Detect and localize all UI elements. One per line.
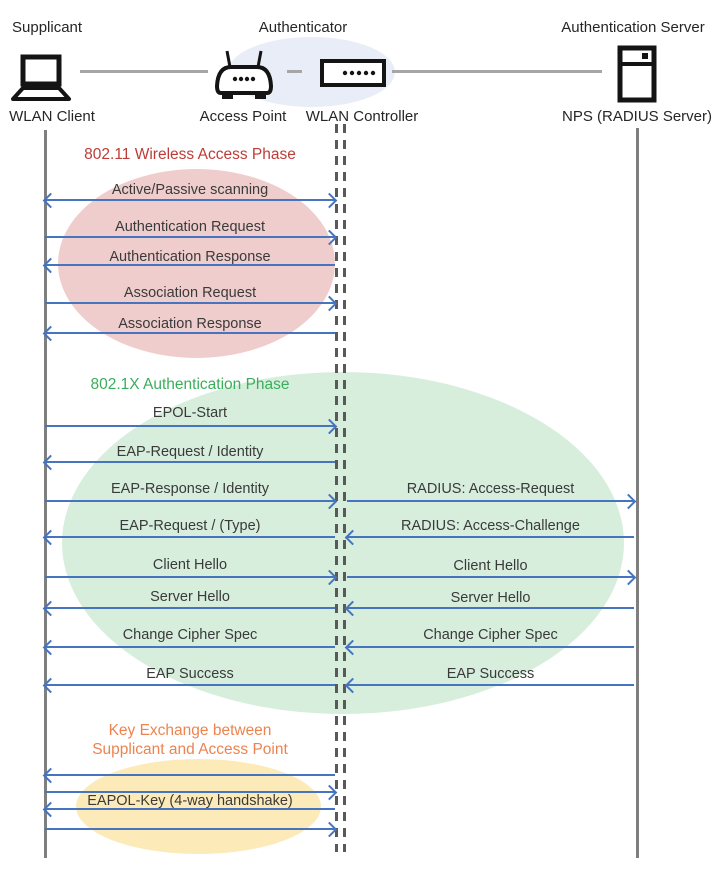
message-arrow-left (45, 607, 335, 609)
wlan-controller-icon (320, 59, 386, 87)
message-label: Client Hello (453, 558, 528, 574)
message-label: RADIUS: Access-Request (406, 481, 575, 497)
message-arrow-left (45, 684, 335, 686)
message-label: Change Cipher Spec (122, 627, 258, 643)
message-label: Authentication Response (109, 249, 271, 265)
phase3-title-line1: Key Exchange between (108, 722, 272, 739)
connector-client-ap (80, 70, 208, 73)
access-point-icon (213, 48, 275, 102)
phase3-title-line2: Supplicant and Access Point (92, 741, 288, 758)
message-arrow-left (45, 808, 335, 810)
lifeline-nps-server (636, 128, 639, 858)
message-label: Authentication Request (115, 219, 265, 235)
message-arrow-left (45, 646, 335, 648)
connector-controller-server (392, 70, 602, 73)
message-label: Association Response (118, 316, 262, 332)
message-label: RADIUS: Access-Challenge (401, 518, 580, 534)
message-label: EAP-Response / Identity (111, 481, 269, 497)
message-arrow-left (45, 774, 335, 776)
device-label-wlan-client: WLAN Client (9, 108, 95, 125)
message-arrow-left (347, 536, 634, 538)
device-label-access-point: Access Point (199, 108, 287, 125)
role-authenticator: Authenticator (258, 19, 348, 36)
device-label-nps-radius-server: NPS (RADIUS Server) (561, 108, 713, 125)
phase3-title: Key Exchange between Supplicant and Acce… (45, 721, 335, 759)
message-label: Change Cipher Spec (423, 627, 558, 643)
message-label: Server Hello (150, 589, 230, 605)
message-arrow-left (45, 461, 335, 463)
message-arrow-right (347, 500, 634, 502)
message-arrow-both (45, 199, 335, 201)
message-arrow-right (45, 576, 335, 578)
device-label-wlan-controller: WLAN Controller (305, 108, 419, 125)
message-arrow-right (45, 302, 335, 304)
message-arrow-right (45, 791, 335, 793)
message-arrow-left (347, 646, 634, 648)
role-supplicant: Supplicant (12, 19, 83, 36)
lifeline-wlan-controller-dashed-2 (343, 124, 346, 852)
message-arrow-left (45, 536, 335, 538)
phase2-title: 802.1X Authentication Phase (90, 376, 290, 393)
server-icon (617, 45, 657, 103)
message-arrow-right (45, 500, 335, 502)
message-label: EAP-Request / (Type) (119, 518, 261, 534)
phase1-title: 802.11 Wireless Access Phase (84, 146, 296, 163)
message-label: EPOL-Start (152, 405, 228, 421)
message-label: Association Request (123, 285, 257, 301)
message-label: Client Hello (152, 557, 228, 573)
message-label: EAP Success (446, 666, 535, 682)
message-label: EAPOL-Key (4-way handshake) (87, 793, 293, 809)
message-label: EAP-Request / Identity (116, 444, 264, 460)
message-label: Active/Passive scanning (111, 182, 269, 198)
message-label: EAP Success (146, 666, 234, 682)
lifeline-wlan-controller-dashed-1 (335, 124, 338, 852)
message-arrow-left (45, 264, 335, 266)
message-arrow-right (347, 576, 634, 578)
message-arrow-left (45, 332, 335, 334)
message-arrow-right (45, 236, 335, 238)
lifeline-wlan-client (44, 130, 47, 858)
message-label: Server Hello (450, 590, 531, 606)
message-arrow-right (45, 425, 335, 427)
message-arrow-left (347, 684, 634, 686)
connector-ap-controller (287, 70, 302, 73)
message-arrow-right (45, 828, 335, 830)
laptop-icon (10, 54, 72, 104)
role-authentication-server: Authentication Server (561, 19, 705, 36)
message-arrow-left (347, 607, 634, 609)
